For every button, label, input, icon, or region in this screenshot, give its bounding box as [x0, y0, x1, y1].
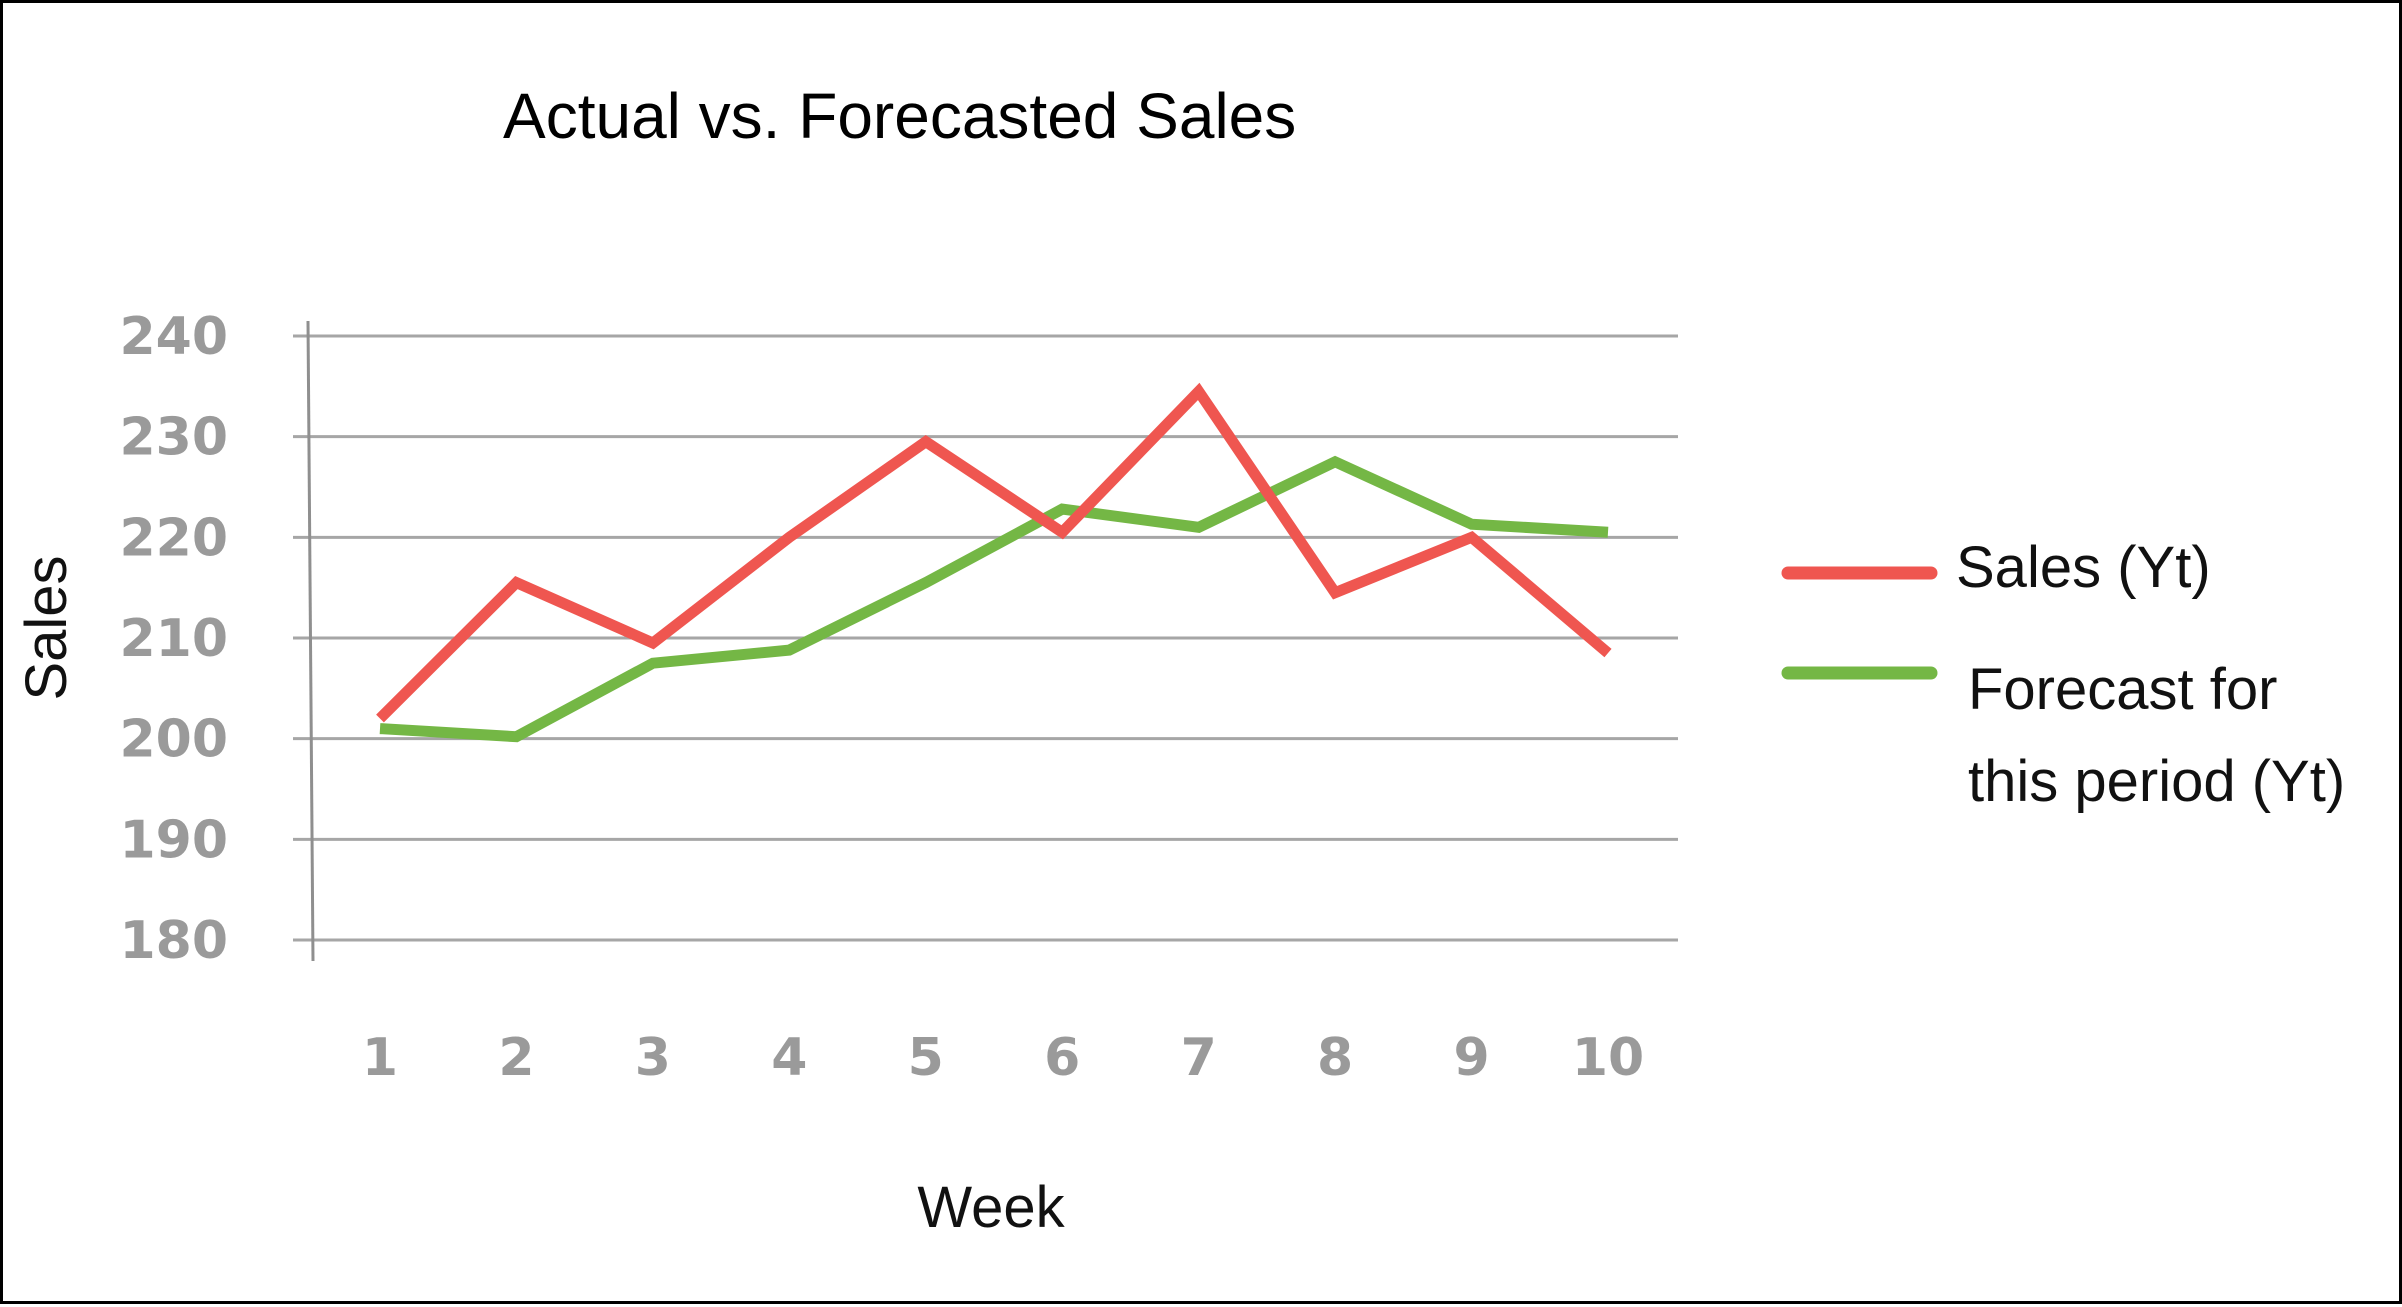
legend-label-sales: Sales (Yt)	[1956, 535, 2211, 600]
x-tick-label: 8	[1317, 1028, 1353, 1088]
gridlines	[293, 334, 1678, 942]
y-tick-label: 240	[119, 307, 228, 367]
x-tick-label: 4	[771, 1028, 807, 1088]
y-axis-title: Sales	[14, 555, 79, 700]
series-line-sales	[376, 382, 1612, 723]
y-tick-label: 200	[119, 710, 228, 770]
y-axis-line	[306, 320, 315, 962]
y-tick-label: 220	[119, 508, 228, 568]
chart-title: Actual vs. Forecasted Sales	[503, 80, 1296, 152]
x-tick-label: 10	[1572, 1028, 1644, 1088]
x-tick-label: 3	[635, 1028, 671, 1088]
x-tick-labels: 1 2 3 4 5 6 7 8 9 10	[362, 1028, 1644, 1088]
legend-label-forecast-line-1: Forecast for	[1968, 657, 2277, 722]
y-tick-label: 230	[119, 408, 228, 468]
x-axis-title: Week	[917, 1175, 1065, 1240]
y-tick-label: 190	[119, 810, 228, 870]
legend-label-forecast-line-2: this period (Yt)	[1968, 749, 2345, 814]
series-layer	[376, 382, 1612, 743]
legend: Sales (Yt) Forecast for this period (Yt)	[1781, 535, 2345, 814]
x-tick-label: 9	[1453, 1028, 1489, 1088]
x-tick-label: 6	[1044, 1028, 1080, 1088]
y-tick-label: 180	[119, 911, 228, 971]
y-tick-labels: 240 230 220 210 200 190 180	[119, 307, 228, 971]
legend-label-forecast: Forecast for this period (Yt)	[1968, 657, 2345, 814]
x-tick-label: 7	[1181, 1028, 1217, 1088]
line-chart: Actual vs. Forecasted Sales 240230220210…	[14, 80, 2345, 1240]
x-tick-label: 5	[908, 1028, 944, 1088]
x-tick-label: 1	[362, 1028, 398, 1088]
series-line-forecast	[379, 455, 1609, 743]
y-tick-label: 210	[119, 609, 228, 669]
x-tick-label: 2	[498, 1028, 534, 1088]
